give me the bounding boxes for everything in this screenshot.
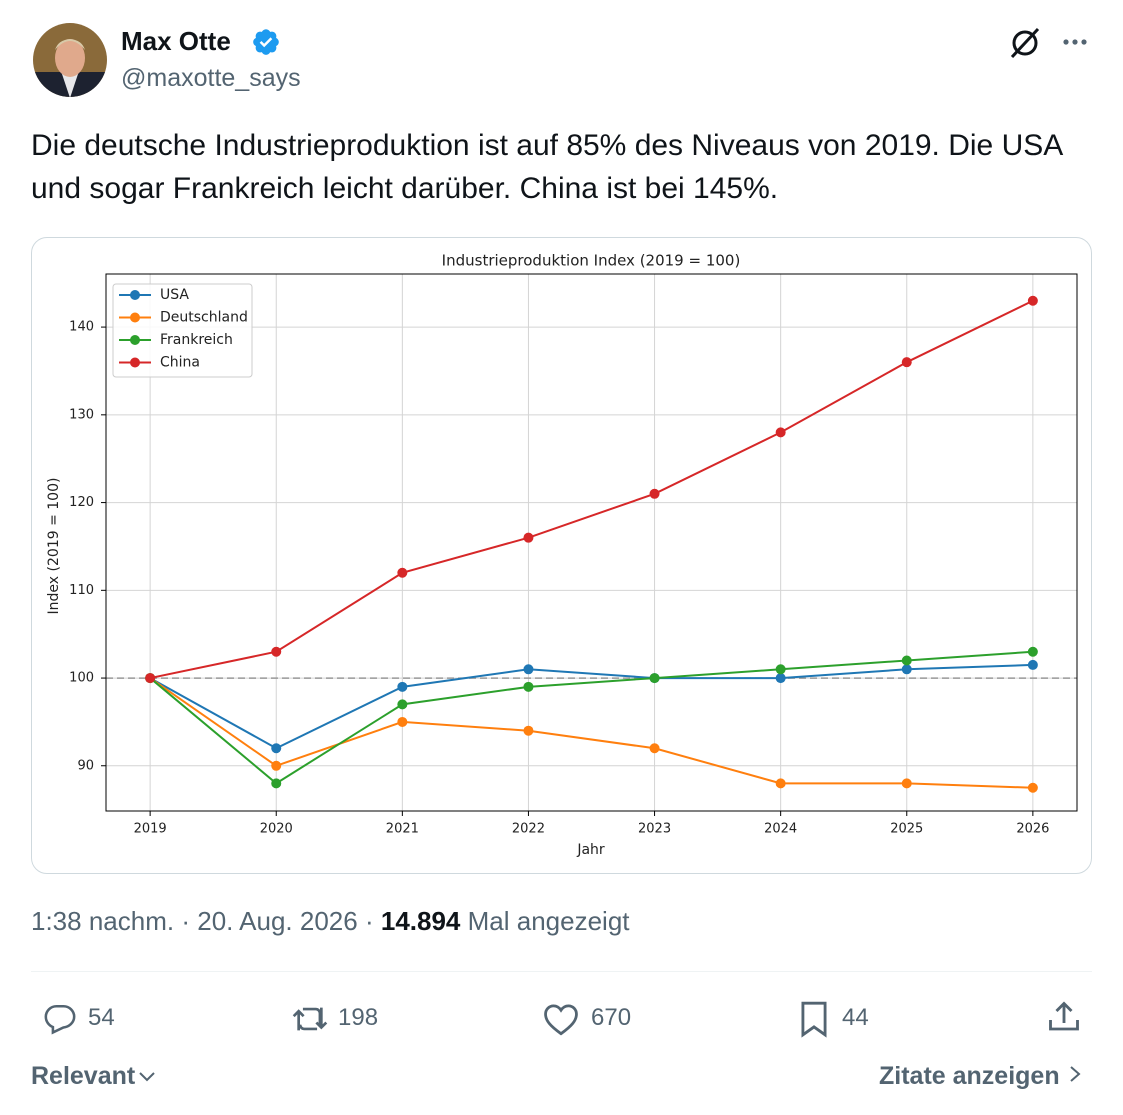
view-count: 14.894 bbox=[380, 906, 461, 936]
data-point bbox=[1027, 659, 1038, 670]
data-point bbox=[1027, 295, 1038, 306]
plot-background bbox=[106, 274, 1077, 811]
avatar[interactable] bbox=[32, 22, 108, 98]
date[interactable]: 20. Aug. 2026 bbox=[197, 906, 358, 936]
y-tick-label: 120 bbox=[69, 495, 94, 510]
author-handle[interactable]: @maxotte_says bbox=[121, 64, 301, 92]
legend-marker bbox=[130, 335, 140, 345]
sort-selector[interactable]: Relevant bbox=[31, 1062, 157, 1091]
data-point bbox=[397, 567, 408, 578]
data-point bbox=[901, 664, 912, 675]
y-tick-label: 140 bbox=[69, 320, 94, 335]
data-point bbox=[271, 743, 282, 754]
data-point bbox=[523, 664, 534, 675]
data-point bbox=[775, 664, 786, 675]
like-icon[interactable] bbox=[542, 1002, 580, 1036]
chevron-down bbox=[139, 1072, 155, 1082]
y-tick-label: 130 bbox=[69, 407, 94, 422]
tweet-text: Die deutsche Industrieproduktion ist auf… bbox=[31, 129, 1062, 205]
legend-marker bbox=[130, 290, 140, 300]
data-point bbox=[901, 655, 912, 666]
divider bbox=[31, 971, 1092, 972]
data-point bbox=[649, 743, 660, 754]
quotes-label: Zitate anzeigen bbox=[879, 1062, 1060, 1090]
legend-label: Frankreich bbox=[160, 332, 233, 348]
x-tick-label: 2024 bbox=[764, 822, 797, 837]
data-point bbox=[271, 778, 282, 789]
data-point bbox=[649, 673, 660, 684]
series-line bbox=[149, 650, 1033, 785]
data-point bbox=[649, 488, 660, 499]
views-label: Mal angezeigt bbox=[467, 906, 630, 936]
x-tick-label: 2026 bbox=[1016, 822, 1049, 837]
data-point bbox=[901, 357, 912, 368]
legend-label: USA bbox=[160, 287, 189, 303]
series-line bbox=[149, 663, 1033, 750]
data-point bbox=[523, 681, 534, 692]
x-axis-label: Jahr bbox=[576, 842, 605, 858]
data-point bbox=[523, 725, 534, 736]
data-point bbox=[775, 427, 786, 438]
x-tick-label: 2020 bbox=[260, 822, 293, 837]
data-point bbox=[397, 699, 408, 710]
tweet-meta: 1:38 nachm. · 20. Aug. 2026 · 14.894 Mal… bbox=[31, 906, 630, 937]
more-icon[interactable] bbox=[1060, 30, 1094, 54]
data-point bbox=[775, 778, 786, 789]
chevron-right bbox=[1069, 1066, 1081, 1082]
data-point bbox=[775, 673, 786, 684]
share-icon[interactable] bbox=[1046, 999, 1082, 1035]
chart-group: Industrieproduktion Index (2019 = 100) J… bbox=[46, 252, 1078, 858]
x-tick-label: 2021 bbox=[386, 822, 419, 837]
data-point bbox=[397, 716, 408, 727]
separator: · bbox=[364, 906, 374, 936]
legend-marker bbox=[130, 357, 140, 368]
verified-badge bbox=[253, 29, 279, 55]
chart: Industrieproduktion Index (2019 = 100) J… bbox=[46, 252, 1078, 858]
bookmark-count[interactable]: 44 bbox=[842, 1004, 869, 1031]
data-point bbox=[271, 760, 282, 771]
grok-icon[interactable] bbox=[1008, 26, 1042, 60]
data-point bbox=[271, 646, 282, 657]
media-card[interactable]: Industrieproduktion Index (2019 = 100) J… bbox=[31, 237, 1092, 874]
like-count[interactable]: 670 bbox=[591, 1004, 632, 1031]
data-point bbox=[1027, 646, 1038, 657]
bookmark-icon[interactable] bbox=[798, 1000, 830, 1038]
series-line bbox=[149, 677, 1033, 789]
separator: · bbox=[181, 906, 190, 936]
legend-marker bbox=[130, 312, 140, 323]
time[interactable]: 1:38 nachm. bbox=[31, 906, 175, 936]
data-point bbox=[523, 532, 534, 543]
legend-label: China bbox=[160, 355, 200, 371]
repost-count[interactable]: 198 bbox=[338, 1004, 379, 1031]
sort-label: Relevant bbox=[31, 1062, 136, 1090]
data-point bbox=[145, 673, 156, 684]
x-tick-label: 2022 bbox=[512, 822, 545, 837]
chart-title: Industrieproduktion Index (2019 = 100) bbox=[442, 252, 741, 270]
author-name[interactable]: Max Otte bbox=[121, 26, 231, 56]
x-tick-label: 2023 bbox=[638, 822, 671, 837]
y-tick-label: 90 bbox=[77, 758, 94, 773]
y-tick-label: 100 bbox=[69, 671, 94, 686]
data-point bbox=[901, 778, 912, 789]
plot-frame bbox=[105, 273, 1078, 812]
series-line bbox=[149, 299, 1034, 680]
repost-icon[interactable] bbox=[290, 1002, 330, 1036]
x-tick-label: 2025 bbox=[890, 822, 923, 837]
y-axis-label: Index (2019 = 100) bbox=[46, 478, 62, 615]
x-tick-label: 2019 bbox=[134, 822, 167, 837]
legend-box bbox=[112, 283, 253, 378]
reply-icon[interactable] bbox=[42, 1002, 78, 1036]
data-point bbox=[397, 681, 408, 692]
reply-count[interactable]: 54 bbox=[88, 1004, 115, 1031]
quotes-link[interactable]: Zitate anzeigen bbox=[879, 1062, 1084, 1091]
legend-label: Deutschland bbox=[160, 310, 248, 326]
data-point bbox=[1027, 782, 1038, 793]
y-tick-label: 110 bbox=[69, 583, 94, 598]
